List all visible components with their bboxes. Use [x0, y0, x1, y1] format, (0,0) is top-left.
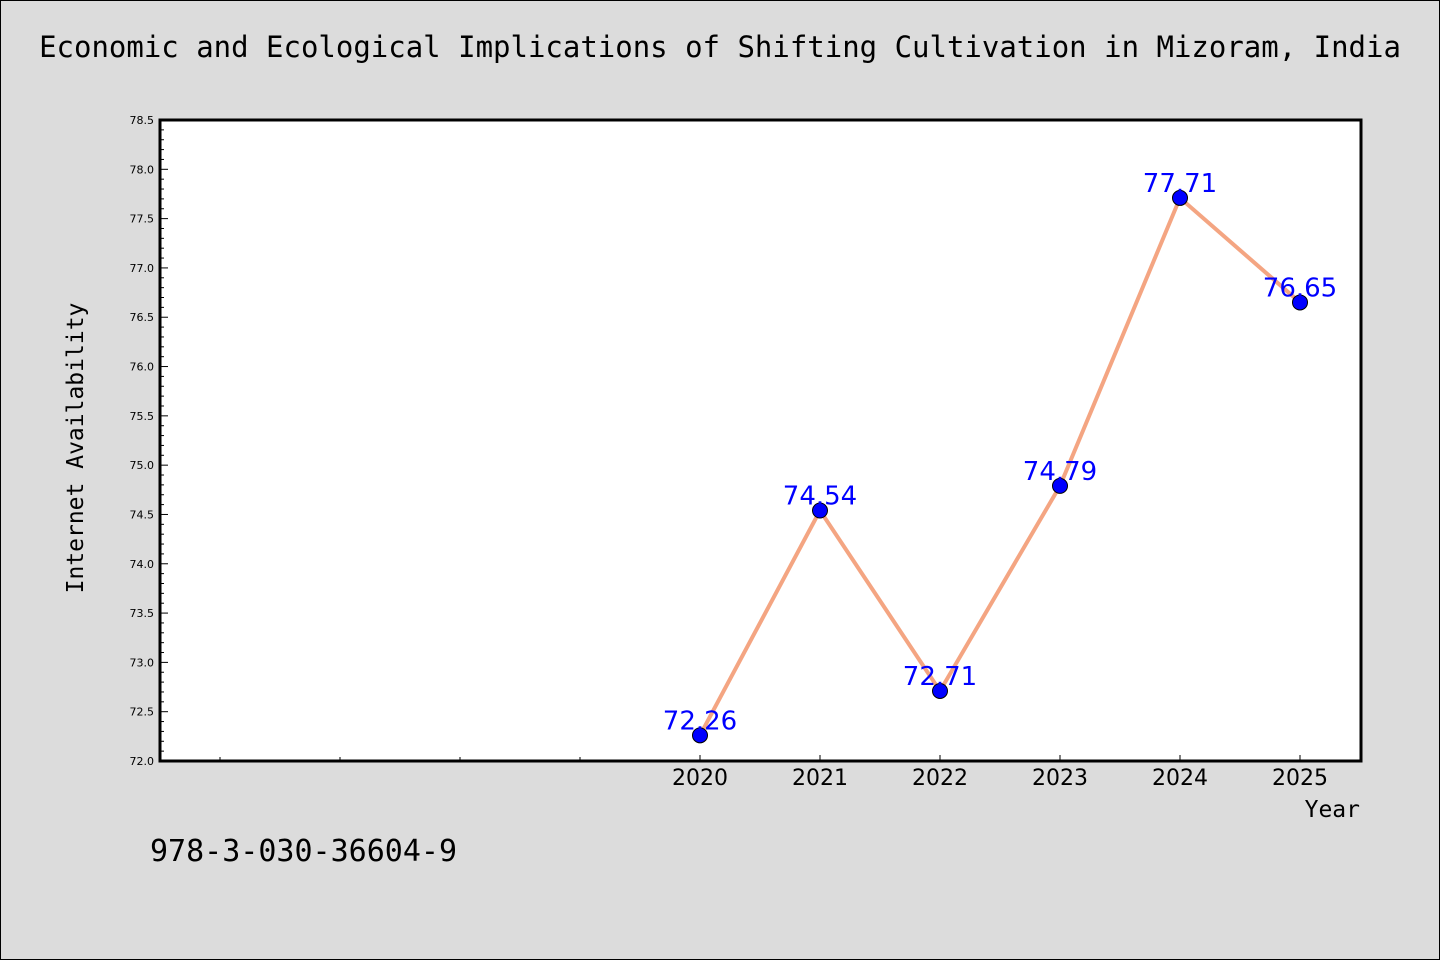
y-tick-label: 76.5	[130, 311, 155, 324]
y-tick-label: 75.0	[130, 459, 155, 472]
data-label: 72.71	[903, 662, 977, 692]
data-point	[1292, 294, 1308, 311]
data-labels: 72.26 74.54 72.71 74.79 77.71 76.65	[663, 169, 1337, 736]
plot-area	[158, 118, 1363, 763]
data-label: 72.26	[663, 706, 737, 736]
y-tick-label: 77.0	[130, 262, 155, 275]
y-tick-label: 75.5	[130, 410, 155, 423]
x-axis-label: Year	[1304, 797, 1360, 823]
y-tick-label: 74.5	[130, 508, 155, 521]
data-label: 74.79	[1023, 457, 1097, 487]
footnote-isbn: 978-3-030-36604-9	[150, 834, 458, 869]
y-axis: 72.0 72.5 73.0 73.5 74.0 74.5 75.0 75.5 76.0 76.5…	[130, 114, 168, 768]
data-point	[812, 502, 828, 519]
y-tick-label: 73.5	[130, 607, 155, 620]
series-line-path	[698, 194, 1302, 737]
y-tick-label: 74.0	[130, 558, 155, 571]
data-point	[1052, 477, 1068, 494]
y-tick-label: 76.0	[130, 361, 155, 374]
x-tick-label: 2022	[912, 766, 968, 791]
series-line	[698, 194, 1302, 737]
x-tick-label: 2023	[1032, 766, 1088, 791]
data-label: 76.65	[1263, 273, 1337, 303]
data-label: 77.71	[1143, 169, 1217, 199]
data-point	[932, 682, 948, 699]
chart-title: Economic and Ecological Implications of …	[39, 30, 1401, 64]
x-tick-label: 2025	[1272, 766, 1328, 791]
data-label: 74.54	[783, 482, 857, 512]
y-tick-label: 77.5	[130, 213, 155, 226]
x-axis: 2020 2021 2022 2023 2024 2025	[219, 755, 1328, 791]
x-tick-label: 2021	[792, 766, 848, 791]
data-point	[692, 727, 708, 744]
y-tick-label: 73.0	[130, 656, 155, 669]
x-tick-label: 2020	[672, 766, 728, 791]
series-markers	[692, 189, 1308, 744]
y-tick-label: 78.5	[130, 114, 155, 127]
y-tick-label: 78.0	[130, 163, 155, 176]
x-tick-label: 2024	[1152, 766, 1208, 791]
y-tick-label: 72.5	[130, 706, 155, 719]
y-tick-label: 72.0	[130, 755, 155, 768]
data-point	[1172, 189, 1188, 206]
